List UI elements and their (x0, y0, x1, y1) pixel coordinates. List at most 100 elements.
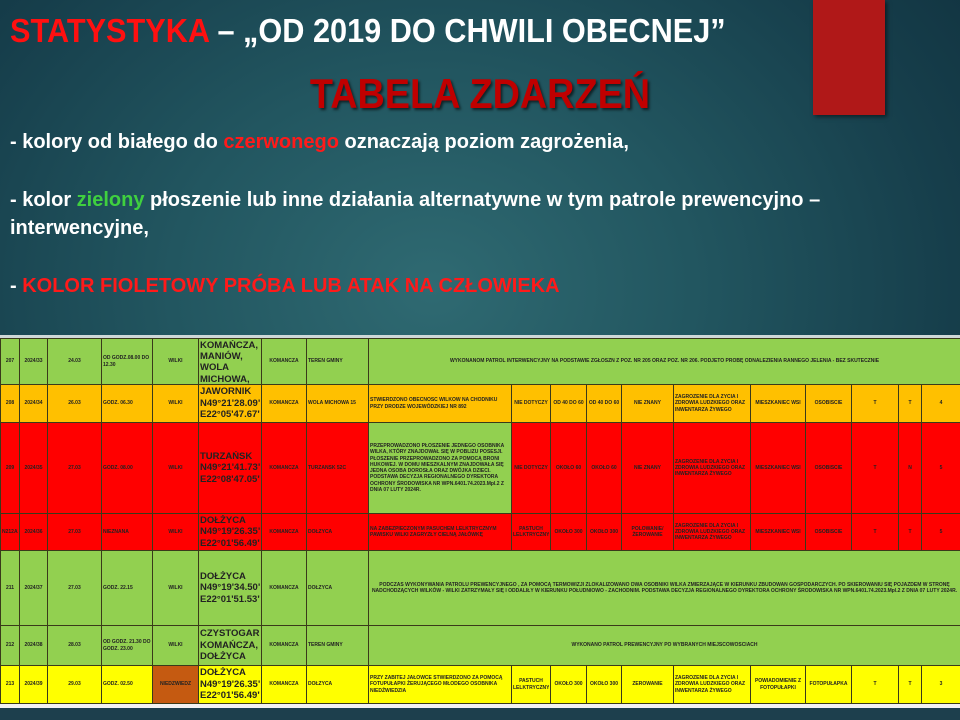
cell-description: PODCZAS WYKONYWANIA PATROLU PREWENCYJNEG… (367, 550, 960, 626)
cell-place: TURZAŃSK 52C (306, 422, 369, 514)
cell-text: 29.03 (68, 681, 81, 688)
cell-municipality: KOMAŃCZA (261, 384, 307, 423)
cell-text: STWIERDZONO OBECNOŚĆ WILKÓW NA CHODNIKU … (370, 397, 498, 410)
cell-place: DOŁŻYCA (306, 550, 369, 626)
cell-place: TEREN GMINY (306, 625, 369, 666)
cell-location: CZYSTOGARB, KOMAŃCZA, DOŁŻYCA (198, 625, 262, 666)
cell-text: GODZ. 22.15 (103, 584, 133, 591)
table-row: 209 2024/35 27.03 GODZ. 08.00 WILKI TURZAŃSK … (0, 422, 960, 514)
cell-text: OKOŁO 60 (555, 464, 582, 471)
table-row: 213 2024/39 29.03 GODZ. 02.50 NIEDŹWIEDŹ DOŁŻ… (0, 665, 960, 704)
cell-text: KOMAŃCZA (269, 400, 299, 407)
cell-report-method: OSOBIŚCIE (805, 422, 852, 514)
bullet-2: - kolor zielony płoszenie lub inne dział… (10, 189, 821, 239)
cell-time: GODZ. 06.30 (101, 384, 153, 423)
cell-description: PRZEPROWADZONO PŁOSZENIE JEDNEGO OSOBNIK… (368, 422, 512, 514)
cell-threat: ZAGROŻENIE DLA ŻYCIA I ZDROWIA LUDZKIEGO… (673, 513, 751, 551)
cell-event-no: 209 (0, 422, 20, 514)
cell-reporter: MIESZKANIEC WSI (750, 513, 806, 551)
cell-text: ZAGROŻENIE DLA ŻYCIA I ZDROWIA LUDZKIEGO… (675, 675, 746, 694)
cell-municipality: KOMAŃCZA (261, 550, 307, 626)
cell-text: 213 (5, 681, 15, 688)
cell-text: 24.03 (68, 358, 81, 365)
cell-text: MIESZKANIEC WSI (755, 528, 801, 535)
cell-text: WILKI (168, 358, 183, 365)
cell-text: 27.03 (68, 584, 81, 591)
title-rest: – „OD 2019 DO CHWILI OBECNEJ” (208, 12, 726, 49)
cell-text: 27.03 (68, 464, 81, 471)
cell-case-no: 2024/34 (19, 384, 48, 423)
cell-text: 207 (5, 358, 15, 365)
slide-title: STATYSTYKA – „OD 2019 DO CHWILI OBECNEJ” (10, 12, 894, 50)
cell-reporter: MIESZKANIEC WSI (750, 384, 806, 423)
cell-distance-1: OD 40 DO 60 (550, 384, 587, 423)
cell-text: NIE DOTYCZY (514, 464, 548, 471)
cell-text: DOŁŻYCA N49°19'26.35" E22°01'56.49" (200, 514, 260, 549)
cell-place: TEREN GMINY (306, 338, 369, 385)
cell-text: OD GODZ.08.00 DO 12.30 (103, 355, 150, 368)
cell-text: 26.03 (68, 400, 81, 407)
cell-text: 2024/33 (24, 358, 43, 365)
cell-distance-2: OKOŁO 300 (586, 665, 622, 704)
cell-text: NIE ZNANY (634, 400, 661, 407)
cell-text: OKOŁO 60 (591, 464, 617, 471)
cell-text: 209 (5, 464, 15, 471)
cell-protection: PASTUCH LELKTRYCZNY (511, 513, 551, 551)
cell-text: 27.03 (68, 528, 81, 535)
cell-text: KOMAŃCZA (269, 681, 299, 688)
cell-time: GODZ. 22.15 (101, 550, 153, 626)
cell-municipality: KOMAŃCZA (261, 625, 307, 666)
cell-text: OKOŁO 300 (589, 681, 619, 688)
cell-municipality: KOMAŃCZA (261, 665, 307, 704)
cell-text: OD 40 DO 60 (553, 400, 584, 407)
cell-date: 27.03 (47, 550, 102, 626)
cell-text: OSOBIŚCIE (814, 464, 843, 471)
cell-text: T (908, 681, 912, 688)
cell-distance-2: OD 40 DO 60 (586, 384, 622, 423)
cell-text: NIEZNANA (103, 528, 129, 535)
cell-text: WYKONANO PATROL PREWENCYJNY PO WYBRANYCH… (571, 642, 758, 649)
cell-municipality: KOMAŃCZA (261, 513, 307, 551)
cell-time: GODZ. 02.50 (101, 665, 153, 704)
cell-case-no: 2024/39 (19, 665, 48, 704)
cell-flag-1: T (851, 513, 899, 551)
cell-species: WILKI (152, 513, 199, 551)
cell-text: T (873, 528, 877, 535)
cell-text: 2024/38 (24, 642, 43, 649)
cell-text: 5 (939, 464, 943, 471)
cell-text: DOŁŻYCA N49°19'26.35" E22°01'56.49" (200, 667, 260, 702)
cell-description: STWIERDZONO OBECNOŚĆ WILKÓW NA CHODNIKU … (368, 384, 512, 423)
cell-report-method: FOTOPUŁAPKA (805, 665, 852, 704)
cell-threat: ZAGROŻENIE DLA ŻYCIA I ZDROWIA LUDZKIEGO… (673, 384, 751, 423)
cell-text: OD GODZ. 21.30 DO GODZ. 23.00 (103, 639, 151, 652)
cell-protection: NIE DOTYCZY (511, 422, 551, 514)
cell-text: POLOWANIE/ŻEROWANIE (631, 525, 664, 538)
cell-case-no: 2024/37 (19, 550, 48, 626)
events-table-image: 207 2024/33 24.03 OD GODZ.08.00 DO 12.30 WIL… (0, 335, 960, 711)
cell-text: KOMAŃCZA (269, 584, 299, 591)
cell-place: DOŁŻYCA (306, 513, 369, 551)
cell-distance-2: OKOŁO 60 (586, 422, 622, 514)
cell-text: MIESZKANIEC WSI (755, 464, 801, 471)
cell-text: ZAGROŻENIE DLA ŻYCIA I ZDROWIA LUDZKIEGO… (675, 394, 746, 413)
cell-behaviour: POLOWANIE/ŻEROWANIE (621, 513, 674, 551)
cell-text: 2024/37 (24, 584, 43, 591)
cell-place: DOŁŻYCA (306, 665, 369, 704)
cell-time: GODZ. 08.00 (101, 422, 153, 514)
cell-text: POWIADOMIENIE Z FOTOPUŁAPKI (754, 678, 802, 691)
cell-text: 2024/39 (24, 681, 43, 688)
cell-time: NIEZNANA (101, 513, 153, 551)
cell-municipality: KOMAŃCZA (261, 338, 307, 385)
cell-text: OSOBIŚCIE (814, 528, 843, 535)
cell-text: KOMAŃCZA (269, 358, 299, 365)
cell-text: PRZEPROWADZONO PŁOSZENIE JEDNEGO OSOBNIK… (370, 443, 504, 493)
cell-location: DOŁŻYCA N49°19'34.50" E22°01'51.53" (198, 550, 262, 626)
cell-flag-2: T (898, 513, 922, 551)
cell-text: KOMAŃCZA, MANIÓW, WOLA MICHOWA, (200, 339, 259, 384)
cell-behaviour: NIE ZNANY (621, 384, 674, 423)
cell-text: FOTOPUŁAPKA (809, 681, 848, 688)
cell-text: 4 (939, 400, 943, 407)
cell-time: OD GODZ. 21.30 DO GODZ. 23.00 (101, 625, 153, 666)
